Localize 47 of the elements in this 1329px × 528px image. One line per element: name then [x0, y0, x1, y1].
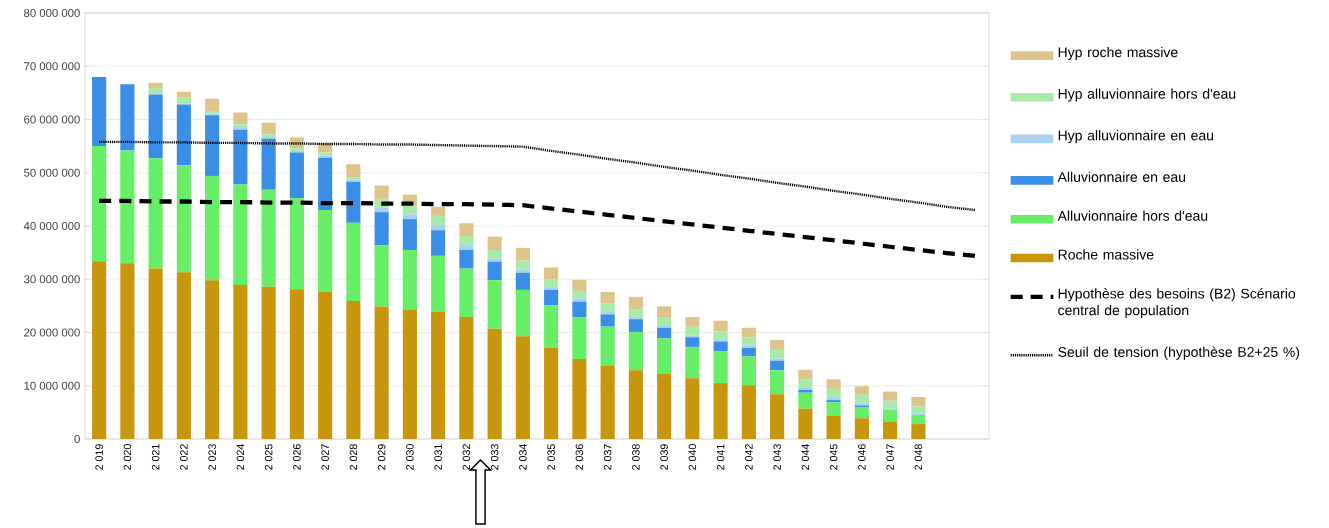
y-tick-label: 70 000 000 — [24, 62, 80, 71]
x-tick-label: 2 021 — [151, 444, 160, 470]
x-tick-label: 2 026 — [293, 444, 301, 470]
x-tick-label: 2 043 — [773, 444, 781, 470]
x-tick-label: 2 039 — [660, 444, 668, 470]
x-tick-label: 2 025 — [264, 444, 273, 470]
x-tick-label: 2 024 — [236, 444, 245, 470]
y-tick-label: 0 — [74, 434, 80, 443]
x-tick-label: 2 041 — [716, 444, 725, 470]
x-tick-label: 2 034 — [519, 444, 527, 470]
x-tick-label: 2 019 — [95, 444, 103, 470]
x-tick-label: 2 035 — [547, 444, 555, 470]
legend-label: Seuil de tension (hypothèse B2+25 %) — [1058, 346, 1300, 360]
y-tick-label: 50 000 000 — [24, 168, 80, 177]
x-tick-label: 2 046 — [858, 444, 866, 470]
y-tick-label: 20 000 000 — [24, 328, 80, 337]
y-tick-label: 40 000 000 — [23, 221, 80, 230]
x-tick-label: 2 036 — [575, 444, 584, 470]
legend-label: Hypothèse des besoins (B2) Scénario central de population — [1058, 288, 1296, 318]
x-tick-label: 2 032 — [462, 444, 471, 470]
x-tick-label: 2 038 — [632, 444, 640, 470]
legend-label: Hyp alluvionnaire en eau — [1058, 130, 1214, 144]
x-tick-label: 2 029 — [377, 444, 386, 470]
x-tick-label: 2 028 — [349, 444, 358, 470]
x-tick-label: 2 023 — [208, 444, 216, 470]
x-tick-label: 2 020 — [123, 444, 132, 470]
x-tick-label: 2 027 — [321, 444, 329, 470]
x-tick-label: 2 040 — [688, 444, 697, 470]
legend-label: Hyp roche massive — [1058, 46, 1178, 60]
y-tick-label: 80 000 000 — [24, 9, 80, 18]
x-tick-label: 2 047 — [886, 444, 894, 470]
x-tick-label: 2 022 — [180, 444, 188, 470]
x-tick-label: 2 044 — [801, 444, 810, 470]
x-tick-label: 2 030 — [406, 444, 414, 470]
x-tick-label: 2 048 — [914, 444, 923, 470]
legend-label: Hyp alluvionnaire hors d'eau — [1058, 88, 1236, 102]
x-tick-label: 2 037 — [603, 444, 612, 470]
y-tick-label: 60 000 000 — [24, 115, 80, 124]
legend-label: Alluvionnaire hors d'eau — [1057, 210, 1208, 221]
x-tick-label: 2 042 — [745, 444, 753, 470]
x-tick-label: 2 031 — [434, 444, 442, 470]
x-tick-label: 2 045 — [829, 444, 838, 470]
y-tick-label: 10 000 000 — [24, 381, 80, 390]
legend-label: Roche massive — [1058, 249, 1154, 260]
x-tick-label: 2 033 — [490, 444, 499, 470]
y-tick-label: 30 000 000 — [24, 275, 80, 284]
legend-label: Alluvionnaire en eau — [1057, 171, 1186, 182]
